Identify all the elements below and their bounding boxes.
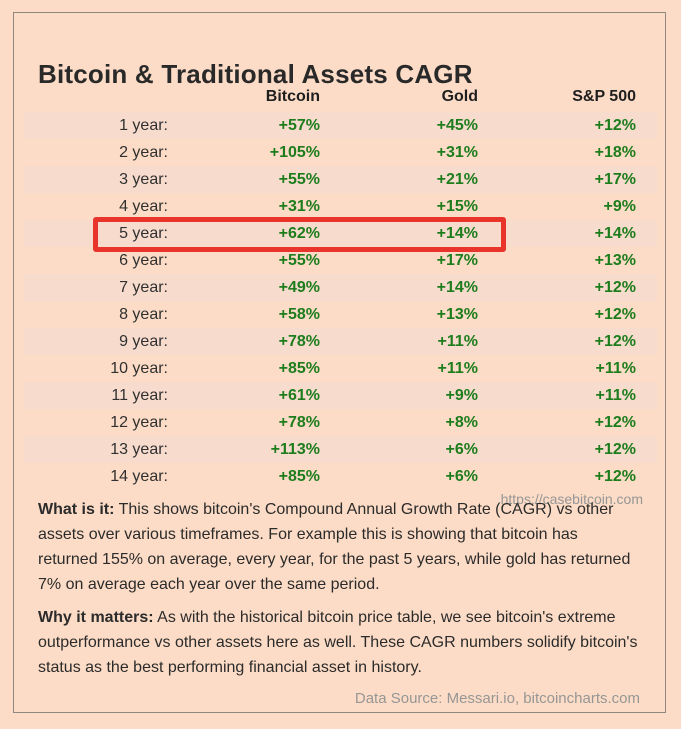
- table-row: 8 year: +58% +13% +12%: [24, 301, 657, 328]
- row-year-label: 1 year:: [119, 116, 168, 134]
- data-source-note: Data Source: Messari.io, bitcoincharts.c…: [354, 690, 640, 707]
- row-year-label: 9 year:: [119, 332, 168, 350]
- row-sp500-value: +12%: [594, 440, 636, 458]
- table-header-row: Bitcoin Gold S&P 500: [24, 85, 656, 109]
- row-sp500-value: +12%: [594, 467, 636, 485]
- row-sp500-value: +11%: [595, 386, 636, 404]
- header-bitcoin: Bitcoin: [265, 88, 320, 105]
- why-it-matters-text: As with the historical bitcoin price tab…: [38, 609, 638, 676]
- table-row: 4 year: +31% +15% +9%: [24, 193, 657, 220]
- row-bitcoin-value: +55%: [278, 251, 320, 269]
- row-gold-value: +6%: [445, 440, 478, 458]
- row-year-label: 10 year:: [110, 359, 168, 377]
- row-gold-value: +6%: [445, 467, 478, 485]
- why-it-matters-paragraph: Why it matters: As with the historical b…: [38, 605, 653, 680]
- table-row: 11 year: +61% +9% +11%: [24, 382, 657, 409]
- row-sp500-value: +9%: [603, 197, 636, 215]
- row-sp500-value: +12%: [594, 413, 636, 431]
- row-bitcoin-value: +78%: [278, 332, 320, 350]
- row-gold-value: +14%: [436, 278, 478, 296]
- row-sp500-value: +13%: [594, 251, 636, 269]
- header-sp500: S&P 500: [572, 88, 636, 105]
- table-row: 3 year: +55% +21% +17%: [24, 166, 657, 193]
- header-gold: Gold: [441, 88, 478, 105]
- row-year-label: 8 year:: [119, 305, 168, 323]
- what-is-it-label: What is it:: [38, 501, 115, 518]
- table-row: 2 year: +105% +31% +18%: [24, 139, 657, 166]
- row-year-label: 2 year:: [119, 143, 168, 161]
- table-row: 5 year: +62% +14% +14%: [24, 220, 657, 247]
- row-sp500-value: +12%: [594, 305, 636, 323]
- site-watermark: https://casebitcoin.com: [500, 491, 643, 507]
- table-row: 1 year: +57% +45% +12%: [24, 112, 657, 139]
- row-bitcoin-value: +49%: [278, 278, 320, 296]
- row-sp500-value: +12%: [594, 332, 636, 350]
- row-sp500-value: +11%: [595, 359, 636, 377]
- row-gold-value: +8%: [445, 413, 478, 431]
- table-row: 10 year: +85% +11% +11%: [24, 355, 657, 382]
- row-sp500-value: +12%: [594, 116, 636, 134]
- table-row: 14 year: +85% +6% +12%: [24, 463, 657, 490]
- cagr-table-body: 1 year: +57% +45% +12% 2 year: +105% +31…: [13, 112, 666, 490]
- row-bitcoin-value: +61%: [278, 386, 320, 404]
- table-row: 12 year: +78% +8% +12%: [24, 409, 657, 436]
- row-sp500-value: +14%: [594, 224, 636, 242]
- row-year-label: 6 year:: [119, 251, 168, 269]
- content-frame: [13, 12, 666, 713]
- row-bitcoin-value: +55%: [278, 170, 320, 188]
- row-gold-value: +21%: [436, 170, 478, 188]
- row-gold-value: +11%: [437, 332, 478, 350]
- table-row: 13 year: +113% +6% +12%: [24, 436, 657, 463]
- row-bitcoin-value: +85%: [278, 359, 320, 377]
- table-row: 9 year: +78% +11% +12%: [24, 328, 657, 355]
- row-year-label: 11 year:: [111, 386, 168, 404]
- row-bitcoin-value: +31%: [278, 197, 320, 215]
- row-year-label: 12 year:: [110, 413, 168, 431]
- row-bitcoin-value: +78%: [278, 413, 320, 431]
- row-gold-value: +15%: [436, 197, 478, 215]
- row-year-label: 13 year:: [110, 440, 168, 458]
- row-gold-value: +31%: [436, 143, 478, 161]
- row-gold-value: +9%: [445, 386, 478, 404]
- why-it-matters-label: Why it matters:: [38, 609, 154, 626]
- row-gold-value: +17%: [436, 251, 478, 269]
- row-sp500-value: +18%: [594, 143, 636, 161]
- row-bitcoin-value: +105%: [269, 143, 320, 161]
- table-row: 6 year: +55% +17% +13%: [24, 247, 657, 274]
- what-is-it-text: This shows bitcoin's Compound Annual Gro…: [38, 501, 631, 593]
- table-row: 7 year: +49% +14% +12%: [24, 274, 657, 301]
- row-bitcoin-value: +57%: [278, 116, 320, 134]
- row-bitcoin-value: +62%: [278, 224, 320, 242]
- row-year-label: 5 year:: [119, 224, 168, 242]
- row-year-label: 4 year:: [119, 197, 168, 215]
- what-is-it-paragraph: What is it: This shows bitcoin's Compoun…: [38, 497, 653, 597]
- row-year-label: 3 year:: [119, 170, 168, 188]
- row-gold-value: +11%: [437, 359, 478, 377]
- row-gold-value: +45%: [436, 116, 478, 134]
- page-title: Bitcoin & Traditional Assets CAGR: [38, 59, 473, 90]
- row-bitcoin-value: +113%: [270, 440, 320, 458]
- row-year-label: 14 year:: [110, 467, 168, 485]
- row-gold-value: +13%: [436, 305, 478, 323]
- row-bitcoin-value: +85%: [278, 467, 320, 485]
- row-bitcoin-value: +58%: [278, 305, 320, 323]
- row-sp500-value: +17%: [594, 170, 636, 188]
- row-gold-value: +14%: [436, 224, 478, 242]
- row-sp500-value: +12%: [594, 278, 636, 296]
- row-year-label: 7 year:: [119, 278, 168, 296]
